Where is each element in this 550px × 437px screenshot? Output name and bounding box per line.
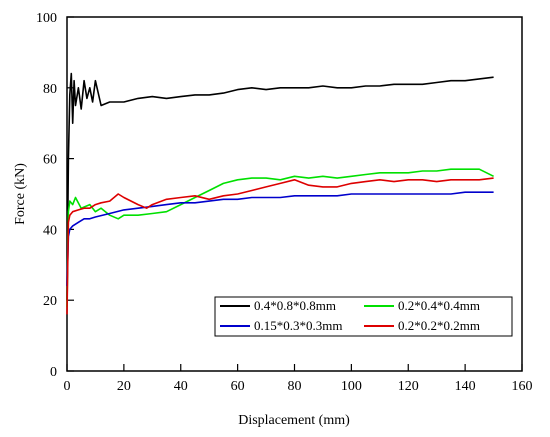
legend-box <box>214 296 513 337</box>
y-tick-label: 0 <box>50 365 57 380</box>
x-tick-label: 80 <box>288 379 302 394</box>
x-tick-label: 140 <box>455 379 476 394</box>
legend-label: 0.2*0.2*0.2mm <box>398 318 480 333</box>
y-tick-label: 40 <box>43 223 57 238</box>
legend-label: 0.15*0.3*0.3mm <box>254 318 342 333</box>
series-line <box>66 72 494 301</box>
x-tick-label: 40 <box>174 379 188 394</box>
series-line <box>66 168 494 308</box>
y-tick-label: 100 <box>36 11 57 26</box>
x-tick-label: 160 <box>512 379 533 394</box>
y-tick-label: 20 <box>43 294 57 309</box>
y-tick-label: 60 <box>43 153 57 168</box>
x-tick-label: 20 <box>117 379 131 394</box>
x-tick-label: 120 <box>398 379 419 394</box>
x-axis-label: Displacement (mm) <box>238 413 350 428</box>
series-line <box>66 177 494 315</box>
x-tick-label: 0 <box>64 379 71 394</box>
y-tick-label: 80 <box>43 82 57 97</box>
series-line <box>66 191 494 287</box>
legend-label: 0.2*0.4*0.4mm <box>398 298 480 313</box>
y-axis-label: Force (kN) <box>13 163 28 225</box>
series-lines <box>66 72 494 315</box>
x-tick-label: 100 <box>341 379 362 394</box>
legend: 0.4*0.8*0.8mm 0.2*0.4*0.4mm 0.15*0.3*0.3mm… <box>214 296 513 337</box>
axis-ticks: 0 20 40 60 80 100 120 140 160 0 20 40 60 80 100 <box>36 11 533 394</box>
x-tick-label: 60 <box>231 379 245 394</box>
legend-label: 0.4*0.8*0.8mm <box>254 298 336 313</box>
